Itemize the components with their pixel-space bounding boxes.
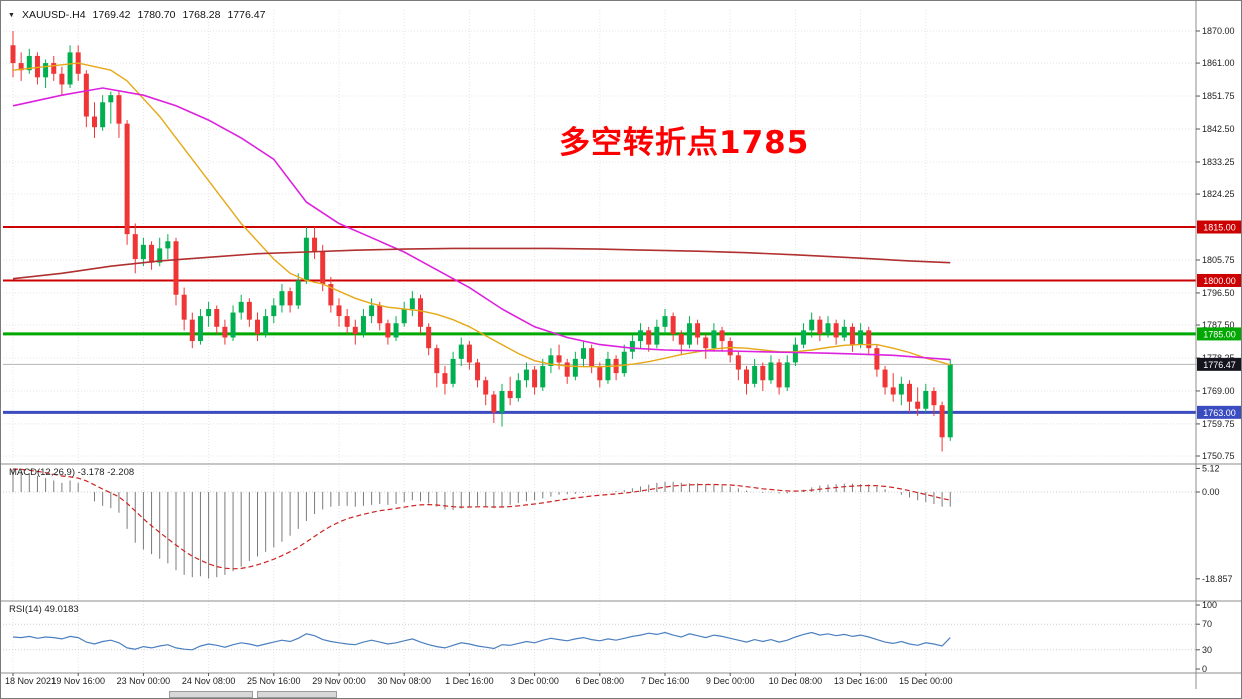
svg-text:24 Nov 08:00: 24 Nov 08:00: [182, 676, 236, 686]
svg-text:1 Dec 16:00: 1 Dec 16:00: [445, 676, 494, 686]
svg-text:1763.00: 1763.00: [1203, 408, 1236, 418]
svg-text:15 Dec 00:00: 15 Dec 00:00: [899, 676, 953, 686]
macd-signal-line: [12, 468, 951, 570]
svg-text:19 Nov 16:00: 19 Nov 16:00: [51, 676, 105, 686]
rsi-axis: 100 70 30 0: [1196, 600, 1217, 674]
svg-text:0: 0: [1202, 664, 1207, 674]
svg-text:9 Dec 00:00: 9 Dec 00:00: [706, 676, 755, 686]
price-axis: 1870.00 1861.00 1851.75 1842.50 1833.25 1824.…: [1196, 26, 1241, 461]
svg-text:1769.00: 1769.00: [1202, 386, 1235, 396]
svg-text:1759.75: 1759.75: [1202, 419, 1235, 429]
candles-layer: [10, 31, 953, 452]
ohlc-open: 1769.42: [92, 9, 131, 21]
symbol-label: XAUUSD-.H4: [21, 9, 86, 21]
svg-text:70: 70: [1202, 619, 1212, 629]
price-tag-1763.00: [1197, 405, 1241, 419]
svg-text:1833.25: 1833.25: [1202, 157, 1235, 167]
bottom-bar-tab-2[interactable]: [257, 691, 337, 698]
svg-text:1750.75: 1750.75: [1202, 451, 1235, 461]
macd-axis: 5.12 0.00 -18.857: [1196, 463, 1233, 584]
svg-text:5.12: 5.12: [1202, 463, 1220, 473]
chevron-down-icon: ▼: [8, 11, 15, 19]
ohlc-high: 1780.70: [137, 9, 176, 21]
svg-text:23 Nov 00:00: 23 Nov 00:00: [117, 676, 171, 686]
svg-text:1870.00: 1870.00: [1202, 26, 1235, 36]
svg-text:1815.00: 1815.00: [1203, 223, 1236, 233]
svg-text:10 Dec 08:00: 10 Dec 08:00: [769, 676, 823, 686]
ohlc-close: 1776.47: [227, 9, 266, 21]
macd-layer: [12, 468, 951, 579]
svg-text:18 Nov 2021: 18 Nov 2021: [5, 676, 56, 686]
price-tag-1815.00: [1197, 220, 1241, 234]
svg-text:100: 100: [1202, 600, 1217, 610]
price-tag-1785.00: [1197, 327, 1241, 341]
svg-text:3 Dec 00:00: 3 Dec 00:00: [510, 676, 559, 686]
symbol-info: ▼ XAUUSD-.H4 1769.42 1780.70 1768.28 177…: [8, 9, 265, 21]
svg-text:30: 30: [1202, 645, 1212, 655]
svg-text:6 Dec 08:00: 6 Dec 08:00: [576, 676, 625, 686]
svg-text:-18.857: -18.857: [1202, 574, 1233, 584]
svg-text:13 Dec 16:00: 13 Dec 16:00: [834, 676, 888, 686]
bottom-bar-tab-1[interactable]: [169, 691, 253, 698]
grid-layer: [3, 10, 1196, 672]
macd-indicator-label: MACD(12,26,9) -3.178 -2.208: [9, 467, 135, 478]
rsi-layer: [12, 631, 951, 651]
price-tag-1776.47: [1197, 357, 1241, 371]
svg-text:1776.47: 1776.47: [1203, 360, 1236, 370]
chart-text-annotation[interactable]: 多空转折点1785: [559, 125, 810, 161]
svg-text:1800.00: 1800.00: [1203, 276, 1236, 286]
ma-long-darkred: [12, 247, 951, 280]
svg-text:1796.50: 1796.50: [1202, 288, 1235, 298]
rsi-line: [12, 631, 951, 651]
svg-text:25 Nov 16:00: 25 Nov 16:00: [247, 676, 301, 686]
svg-text:7 Dec 16:00: 7 Dec 16:00: [641, 676, 690, 686]
svg-text:1851.75: 1851.75: [1202, 91, 1235, 101]
rsi-indicator-label: RSI(14) 49.0183: [9, 604, 79, 615]
svg-text:1787.50: 1787.50: [1202, 320, 1235, 330]
svg-text:1824.25: 1824.25: [1202, 189, 1235, 199]
ma-fast-orange: [12, 62, 951, 368]
price-tag-1800.00: [1197, 273, 1241, 287]
svg-text:1785.00: 1785.00: [1203, 329, 1236, 339]
svg-text:1861.00: 1861.00: [1202, 58, 1235, 68]
moving-averages-layer: [12, 62, 951, 368]
svg-text:1805.75: 1805.75: [1202, 255, 1235, 265]
svg-text:0.00: 0.00: [1202, 487, 1220, 497]
svg-text:1842.50: 1842.50: [1202, 124, 1235, 134]
svg-text:30 Nov 08:00: 30 Nov 08:00: [377, 676, 431, 686]
svg-text:29 Nov 00:00: 29 Nov 00:00: [312, 676, 366, 686]
ohlc-low: 1768.28: [182, 9, 221, 21]
ma-slow-magenta: [12, 87, 951, 361]
